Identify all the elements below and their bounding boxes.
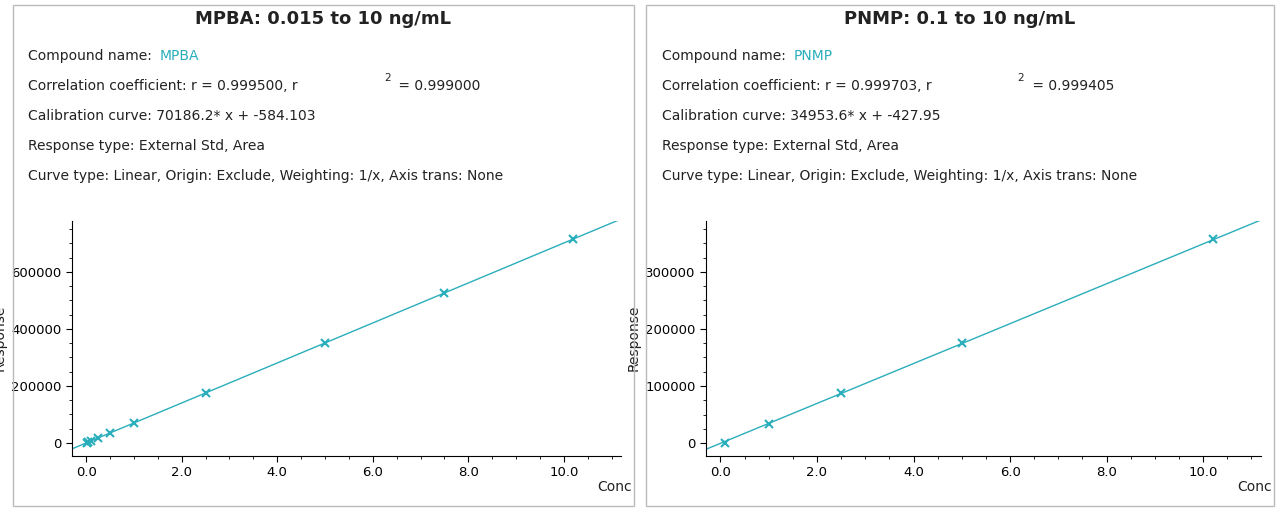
Text: Calibration curve: 34953.6* x + -427.95: Calibration curve: 34953.6* x + -427.95: [662, 109, 941, 123]
Text: = 0.999000: = 0.999000: [394, 79, 480, 93]
Text: Response type: External Std, Area: Response type: External Std, Area: [662, 139, 899, 153]
Text: PNMP: PNMP: [794, 49, 833, 63]
Text: Compound name:: Compound name:: [28, 49, 156, 63]
Text: Curve type: Linear, Origin: Exclude, Weighting: 1/x, Axis trans: None: Curve type: Linear, Origin: Exclude, Wei…: [28, 169, 503, 183]
X-axis label: Conc: Conc: [1238, 480, 1272, 494]
Text: Compound name:: Compound name:: [662, 49, 790, 63]
Text: Calibration curve: 70186.2* x + -584.103: Calibration curve: 70186.2* x + -584.103: [28, 109, 316, 123]
Text: MPBA: MPBA: [160, 49, 200, 63]
Text: 2: 2: [1018, 73, 1024, 83]
Text: MPBA: 0.015 to 10 ng/mL: MPBA: 0.015 to 10 ng/mL: [195, 10, 452, 28]
X-axis label: Conc: Conc: [598, 480, 632, 494]
Text: Curve type: Linear, Origin: Exclude, Weighting: 1/x, Axis trans: None: Curve type: Linear, Origin: Exclude, Wei…: [662, 169, 1137, 183]
Text: Response type: External Std, Area: Response type: External Std, Area: [28, 139, 265, 153]
Text: Correlation coefficient: r = 0.999500, r: Correlation coefficient: r = 0.999500, r: [28, 79, 298, 93]
Text: Correlation coefficient: r = 0.999703, r: Correlation coefficient: r = 0.999703, r: [662, 79, 932, 93]
Y-axis label: Response: Response: [0, 305, 6, 372]
Text: PNMP: 0.1 to 10 ng/mL: PNMP: 0.1 to 10 ng/mL: [845, 10, 1075, 28]
Y-axis label: Response: Response: [627, 305, 641, 372]
Text: 2: 2: [384, 73, 390, 83]
Text: = 0.999405: = 0.999405: [1028, 79, 1114, 93]
